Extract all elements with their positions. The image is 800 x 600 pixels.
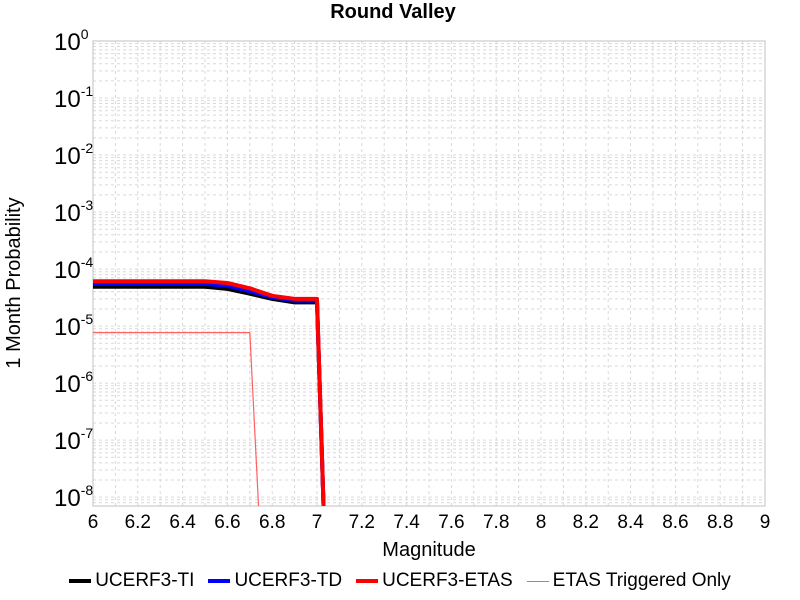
legend-swatch-td — [208, 579, 231, 583]
x-axis-ticks: 6 6.2 6.4 6.6 6.8 7 7.2 7.4 7.6 7.8 8 8.2 8.4 8.6 8.8 9 — [88, 512, 771, 533]
y-axis-label: 1 Month Probability — [3, 197, 25, 368]
x-tick-label: 9 — [760, 512, 771, 533]
y-tick-label: 10-8 — [54, 482, 93, 512]
legend-item-etas: UCERF3-ETAS — [356, 570, 513, 592]
y-tick-label: 10-6 — [54, 368, 93, 398]
x-tick-label: 8.2 — [573, 512, 599, 533]
x-tick-label: 8.4 — [617, 512, 644, 533]
legend-item-ti: UCERF3-TI — [69, 570, 194, 592]
series-line-ucerf3-etas — [93, 279, 326, 506]
x-tick-label: 6 — [88, 512, 99, 533]
legend-label-triggered: ETAS Triggered Only — [552, 570, 731, 591]
x-tick-label: 8.8 — [707, 512, 733, 533]
y-tick-label: 100 — [54, 26, 89, 56]
y-tick-label: 10-1 — [54, 83, 93, 113]
series-layer — [93, 279, 326, 506]
legend-item-triggered: ETAS Triggered Only — [526, 570, 731, 592]
y-tick-label: 10-2 — [54, 140, 93, 170]
legend-item-td: UCERF3-TD — [208, 570, 342, 592]
series-line-ucerf3-ti — [93, 284, 326, 506]
legend-label-ti: UCERF3-TI — [95, 570, 195, 591]
chart-title: Round Valley — [330, 1, 456, 23]
x-tick-label: 7.4 — [393, 512, 420, 533]
x-tick-label: 7.2 — [349, 512, 375, 533]
y-tick-label: 10-7 — [54, 425, 93, 455]
legend-swatch-triggered — [526, 580, 549, 582]
x-tick-label: 6.4 — [169, 512, 196, 533]
x-tick-label: 8.6 — [662, 512, 688, 533]
y-tick-label: 10-5 — [54, 311, 93, 341]
legend-swatch-ti — [69, 579, 92, 583]
y-tick-label: 10-4 — [54, 254, 93, 284]
series-line-ucerf3-td — [93, 281, 326, 506]
x-tick-label: 6.8 — [259, 512, 285, 533]
x-tick-label: 7.8 — [483, 512, 509, 533]
x-tick-label: 7.6 — [438, 512, 464, 533]
x-axis-label: Magnitude — [382, 539, 475, 561]
x-tick-label: 6.2 — [125, 512, 151, 533]
legend-swatch-etas — [356, 579, 379, 583]
series-line-etas-triggered-only — [93, 332, 260, 506]
legend-label-etas: UCERF3-ETAS — [382, 570, 513, 591]
y-tick-label: 10-3 — [54, 197, 93, 227]
x-tick-label: 7 — [312, 512, 323, 533]
legend: UCERF3-TI UCERF3-TD UCERF3-ETAS ETAS Tri… — [0, 567, 800, 595]
x-tick-label: 8 — [536, 512, 547, 533]
x-tick-label: 6.6 — [214, 512, 240, 533]
plot-area — [92, 40, 766, 507]
legend-label-td: UCERF3-TD — [234, 570, 343, 591]
y-axis-ticks: 100 10-1 10-2 10-3 10-4 10-5 10-6 10-7 10-8 — [54, 26, 93, 512]
grid — [92, 40, 766, 507]
